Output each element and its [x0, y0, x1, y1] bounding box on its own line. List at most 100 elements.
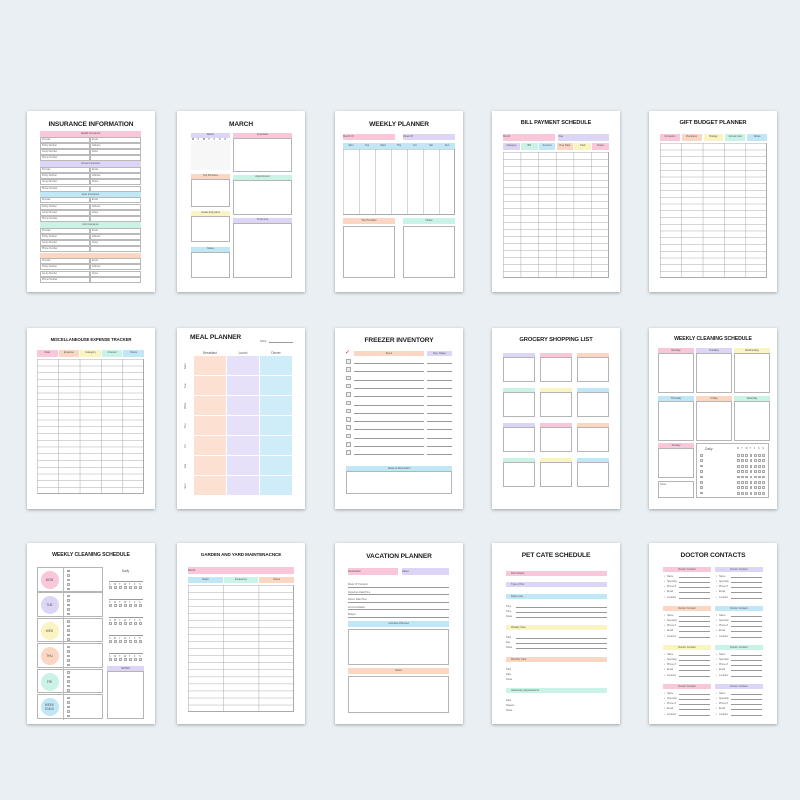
checkbox[interactable]	[67, 680, 70, 683]
checkbox[interactable]	[737, 486, 740, 490]
field-input[interactable]	[348, 594, 449, 595]
checkbox[interactable]	[109, 622, 112, 625]
checkbox[interactable]	[737, 470, 740, 473]
checkbox[interactable]	[67, 638, 70, 641]
checkbox[interactable]	[346, 359, 351, 364]
field-input[interactable]	[679, 576, 710, 578]
planner-page-gift-budget[interactable]: GIFT BUDGET PLANNER Occasion Recipient Budg…	[649, 111, 777, 292]
day-box[interactable]	[658, 401, 694, 441]
planner-page-garden[interactable]: GARDEN AND YARD MAINTENACNCE Month Tasks Fr…	[177, 543, 305, 724]
item-line[interactable]	[354, 450, 424, 456]
field-input[interactable]	[731, 659, 762, 661]
field-input[interactable]	[348, 601, 449, 603]
date-line[interactable]	[427, 450, 452, 456]
field-input[interactable]	[348, 586, 449, 588]
checkbox[interactable]	[753, 481, 757, 484]
field-input[interactable]	[348, 616, 449, 618]
checkbox[interactable]	[737, 459, 740, 463]
checkbox[interactable]	[67, 659, 70, 662]
checkbox[interactable]	[139, 658, 142, 661]
checkbox[interactable]	[737, 464, 740, 468]
checkbox[interactable]	[67, 629, 70, 632]
checkbox[interactable]	[758, 454, 761, 457]
checkbox[interactable]	[109, 640, 112, 643]
field-input[interactable]	[348, 609, 449, 610]
checkbox[interactable]	[346, 367, 351, 372]
date-line[interactable]	[427, 392, 452, 398]
field-input[interactable]	[731, 693, 762, 695]
checkbox[interactable]	[119, 622, 122, 625]
field-input[interactable]	[679, 592, 710, 594]
checkbox[interactable]	[67, 696, 70, 700]
checkbox[interactable]	[67, 650, 70, 653]
checkbox[interactable]	[762, 464, 765, 468]
item-line[interactable]	[354, 434, 424, 439]
checkbox[interactable]	[67, 569, 70, 573]
field-input[interactable]	[731, 636, 762, 638]
activities-box[interactable]	[348, 629, 449, 665]
checkbox[interactable]	[700, 454, 703, 457]
planner-page-pet-care[interactable]: PET CATE SCHEDULE Pet's Name Type of Pet Da…	[492, 543, 620, 724]
meal-cell[interactable]	[194, 456, 226, 475]
checkbox[interactable]	[700, 470, 703, 473]
day-box[interactable]	[734, 353, 770, 393]
meal-cell[interactable]	[260, 376, 292, 395]
date-line[interactable]	[427, 376, 452, 381]
item-line[interactable]	[354, 376, 424, 381]
item-line[interactable]	[354, 384, 424, 389]
checkbox[interactable]	[346, 442, 351, 447]
checkbox[interactable]	[753, 464, 757, 468]
checkbox[interactable]	[129, 604, 132, 607]
grocery-box[interactable]	[503, 357, 535, 382]
checkbox[interactable]	[700, 491, 703, 495]
writing-box[interactable]	[233, 222, 292, 278]
day-box[interactable]	[696, 353, 732, 393]
field-input[interactable]	[516, 648, 607, 649]
checkbox[interactable]	[67, 603, 70, 607]
field-input[interactable]	[731, 592, 762, 594]
field-input[interactable]	[731, 615, 762, 617]
planner-page-march[interactable]: MARCH March M T W T F S S Top Priorities Goals and…	[177, 111, 305, 292]
writing-box[interactable]	[191, 215, 230, 242]
checkbox[interactable]	[346, 383, 351, 389]
checkbox[interactable]	[114, 604, 117, 607]
checkbox[interactable]	[753, 486, 757, 490]
checkbox[interactable]	[762, 459, 765, 463]
planner-page-weekly-planner[interactable]: WEEKLY PLANNER Month Of Week Of Mon Tue Wed Th…	[335, 111, 463, 292]
field-input[interactable]	[731, 675, 762, 677]
field-input[interactable]	[731, 581, 762, 583]
checkbox[interactable]	[139, 586, 142, 589]
checkbox[interactable]	[134, 658, 137, 661]
field-input[interactable]	[516, 643, 607, 644]
checkbox[interactable]	[745, 481, 749, 484]
field-input[interactable]	[731, 597, 762, 599]
meal-cell[interactable]	[260, 456, 292, 475]
checkbox[interactable]	[67, 578, 70, 582]
planner-page-vacation[interactable]: VACATION PLANNER Destination Dates Mode Of …	[335, 543, 463, 724]
checkbox[interactable]	[114, 622, 117, 625]
meal-cell[interactable]	[260, 416, 292, 435]
meal-cell[interactable]	[194, 376, 226, 395]
checkbox[interactable]	[745, 475, 749, 479]
checkbox[interactable]	[741, 454, 744, 457]
checkbox[interactable]	[700, 464, 703, 468]
checkbox[interactable]	[346, 425, 351, 430]
checkbox[interactable]	[134, 604, 137, 607]
grocery-box[interactable]	[503, 427, 535, 452]
garden-table[interactable]	[188, 585, 294, 712]
field-input[interactable]	[679, 659, 710, 661]
checkbox[interactable]	[753, 475, 757, 479]
meal-cell[interactable]	[227, 456, 259, 475]
checkbox[interactable]	[749, 454, 753, 457]
item-line[interactable]	[354, 392, 424, 398]
checkbox[interactable]	[67, 675, 70, 679]
week-grid[interactable]	[343, 149, 455, 215]
checkbox[interactable]	[737, 475, 740, 479]
checkbox[interactable]	[758, 464, 761, 468]
checkbox[interactable]	[741, 486, 744, 490]
notes-box[interactable]	[346, 471, 452, 494]
checkbox[interactable]	[737, 481, 740, 484]
grocery-box[interactable]	[577, 462, 609, 487]
checkbox[interactable]	[67, 684, 70, 688]
checkbox[interactable]	[109, 604, 112, 607]
